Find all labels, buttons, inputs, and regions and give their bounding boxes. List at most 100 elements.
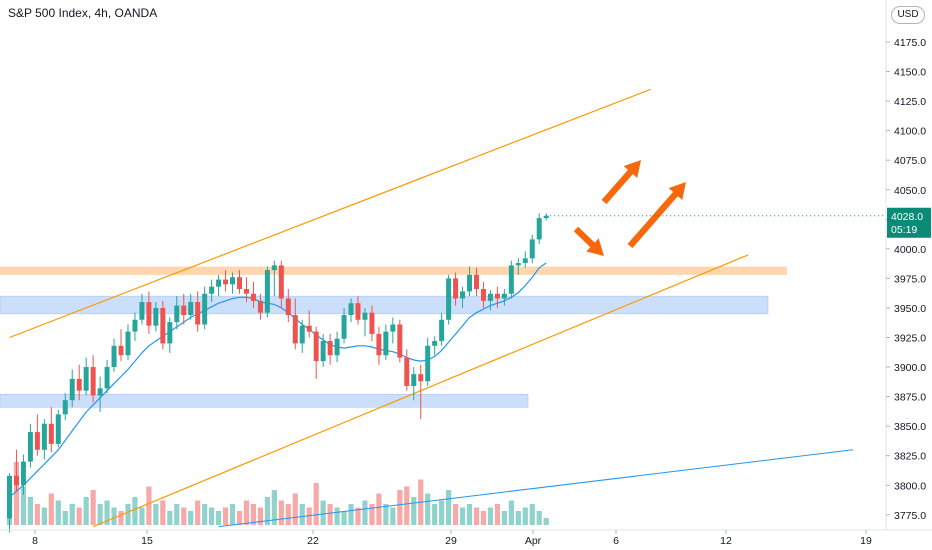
candle-body [404, 357, 410, 386]
candle-body [146, 302, 152, 326]
volume-bar [243, 500, 250, 525]
candle-body [202, 293, 208, 325]
candle-body [55, 414, 61, 444]
volume-bar [452, 504, 459, 525]
candle-body [13, 475, 19, 486]
candle-body [153, 307, 159, 326]
candle-body [383, 331, 389, 356]
volume-bar [334, 507, 340, 525]
candle-body [299, 325, 305, 344]
candle-body [97, 388, 103, 396]
candle-body [83, 367, 89, 391]
volume-bar [425, 493, 431, 525]
candle-body [257, 300, 263, 313]
volume-bar [202, 504, 208, 525]
volume-bar [160, 500, 166, 525]
volume-bar [327, 504, 333, 525]
arrow-up-large [627, 182, 686, 249]
volume-bar [55, 500, 61, 525]
candle-body [334, 338, 340, 356]
volume-bar [529, 504, 535, 525]
y-tick-label: 3825.0 [894, 451, 926, 463]
candle-body [167, 322, 173, 344]
candle-body [90, 367, 96, 396]
currency-button[interactable]: USD [891, 6, 925, 24]
candle-body [522, 258, 528, 264]
volume-bar [97, 504, 103, 525]
volume-bar [404, 486, 410, 525]
x-tick-label: 15 [141, 535, 153, 547]
volume-bar [278, 500, 284, 525]
volume-bar [383, 504, 389, 525]
volume-bar [313, 483, 319, 525]
volume-bar [41, 507, 47, 525]
x-tick-label: 6 [613, 535, 619, 547]
resistance-zone [0, 266, 787, 275]
arrow-up-small [601, 160, 641, 205]
candle-body [467, 274, 473, 292]
candle-body [543, 215, 549, 219]
candle-body [174, 305, 180, 323]
candle-body [111, 345, 117, 368]
volume-bar [439, 500, 445, 525]
candle-body [237, 277, 243, 290]
volume-bar [132, 497, 138, 525]
candle-body [418, 374, 424, 382]
volume-bar [83, 497, 89, 525]
volume-bar [174, 504, 180, 525]
candle-body [209, 286, 215, 294]
y-tick-label: 4150.0 [894, 67, 926, 79]
volume-bar [411, 497, 417, 525]
volume-bar [543, 518, 549, 525]
candle-body [446, 278, 452, 320]
volume-bar [473, 507, 480, 525]
candle-body [487, 293, 493, 301]
arrow-down [573, 226, 604, 256]
support-zone-lower [0, 393, 529, 408]
candle-body [320, 341, 326, 362]
volume-bar [285, 504, 291, 525]
candle-body [181, 305, 187, 316]
candle-body [69, 378, 75, 401]
candle-body [425, 345, 431, 382]
volume-bar [216, 511, 222, 525]
last-price-tag [887, 207, 931, 238]
volume-bar [250, 504, 257, 525]
candle-body [390, 324, 396, 332]
volume-bar [536, 511, 542, 525]
volume-bar [299, 504, 305, 525]
volume-bar [341, 511, 347, 525]
volume-bar [446, 490, 452, 525]
candle-body [397, 324, 403, 358]
volume-bar [118, 511, 124, 525]
candle-body [494, 293, 500, 299]
candle-body [313, 331, 319, 362]
candle-body [376, 333, 382, 356]
volume-bar [466, 504, 473, 525]
volume-bar [188, 511, 194, 525]
y-tick-label: 3975.0 [894, 273, 926, 285]
x-tick-label: 22 [307, 535, 319, 547]
candle-body [230, 277, 236, 285]
y-tick-label: 3950.0 [894, 303, 926, 315]
volume-bar [153, 504, 159, 525]
volume-bar [487, 507, 494, 525]
x-tick-label: Apr [525, 535, 542, 547]
candle-body [515, 263, 521, 266]
candle-body [306, 325, 312, 332]
volume-bar [376, 493, 382, 525]
candle-body [460, 291, 466, 299]
volume-bar [369, 504, 375, 525]
candle-body [62, 400, 68, 415]
candle-body [473, 274, 479, 290]
candle-body [195, 302, 201, 325]
candle-body [118, 345, 124, 356]
volume-bar [306, 507, 312, 525]
y-tick-label: 4100.0 [894, 126, 926, 138]
x-tick-label: 12 [720, 535, 732, 547]
candle-body [76, 378, 82, 391]
volume-bar [362, 500, 368, 525]
volume-bar [480, 511, 487, 525]
